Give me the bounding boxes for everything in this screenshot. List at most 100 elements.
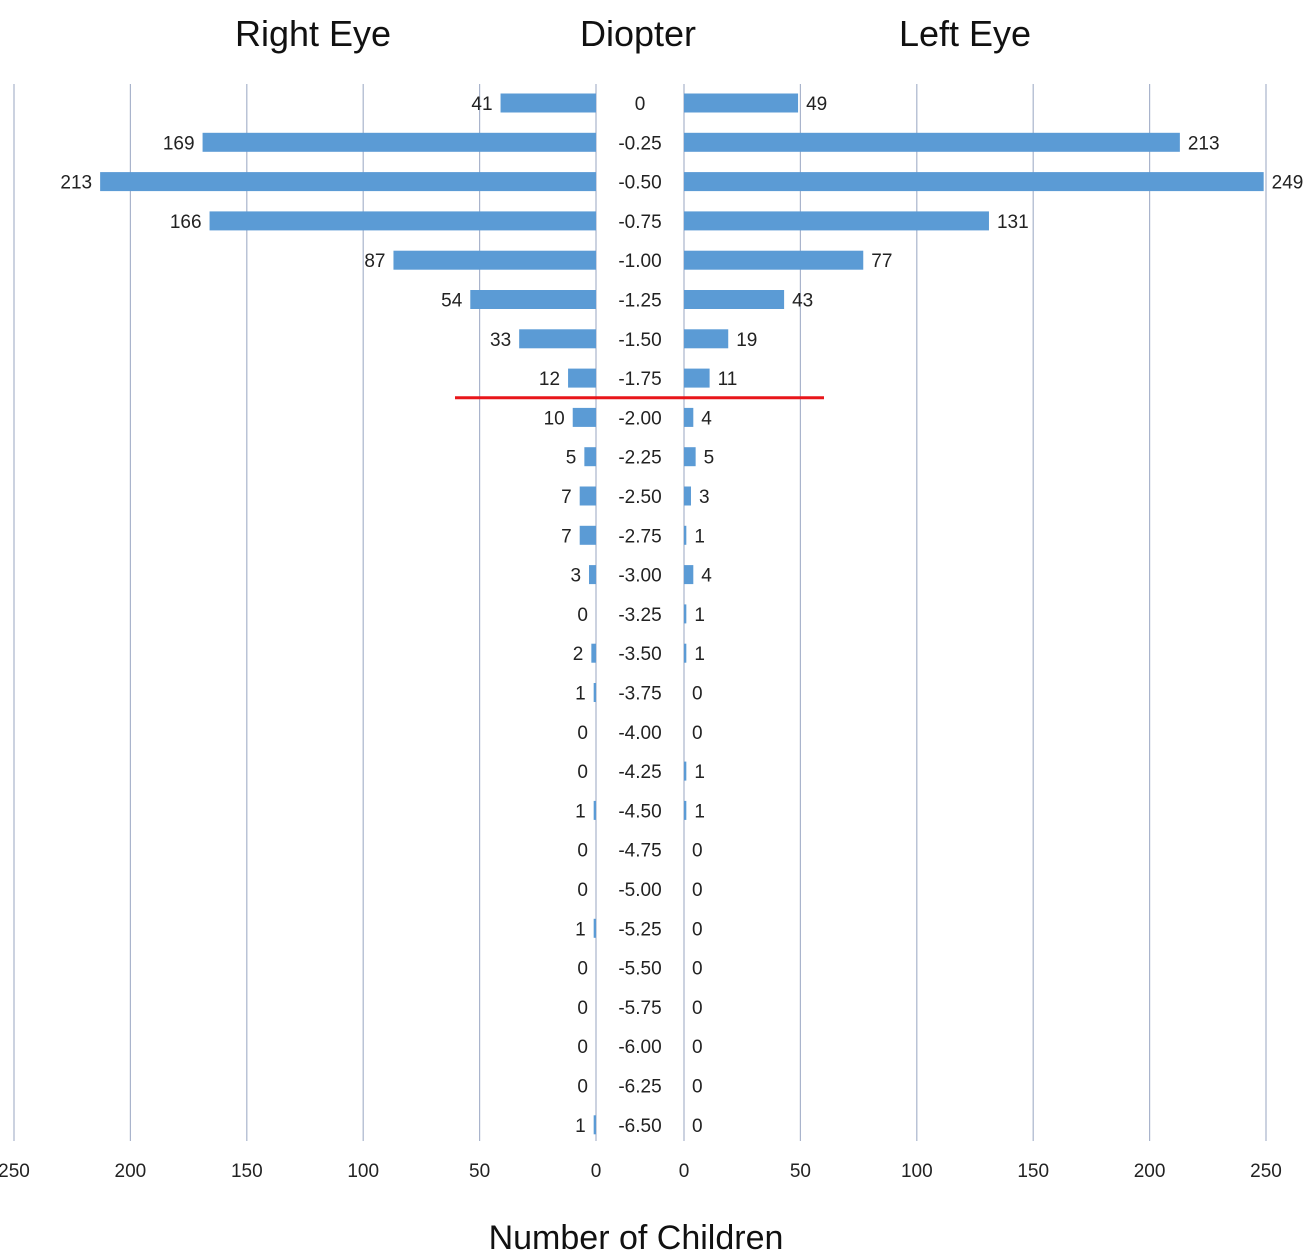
data-label-right-eye: 0 xyxy=(577,841,588,862)
x-tick-label-left: 50 xyxy=(469,1161,490,1182)
diopter-label: -3.00 xyxy=(618,566,661,587)
data-label-right-eye: 1 xyxy=(575,919,586,940)
diopter-label: -1.75 xyxy=(618,369,661,390)
category-labels: 0 -0.25 -0.50 -0.75 -1.00 -1.25 -1.50 -1.75 -2.0… xyxy=(618,94,661,1137)
bar-right-eye xyxy=(202,132,596,152)
diopter-label: -5.00 xyxy=(618,880,661,901)
data-label-right-eye: 0 xyxy=(577,1037,588,1058)
data-label-left-eye: 0 xyxy=(692,998,703,1019)
diopter-label: -0.75 xyxy=(618,212,661,233)
diopter-label: -2.25 xyxy=(618,448,661,469)
data-label-left-eye: 1 xyxy=(694,644,705,665)
data-label-left-eye: 1 xyxy=(694,762,705,783)
x-tick-label-right: 100 xyxy=(901,1161,933,1182)
bar-right-eye xyxy=(584,447,596,467)
bar-right-eye xyxy=(519,329,596,349)
data-label-left-eye: 0 xyxy=(692,959,703,980)
titles: Right Eye Diopter Left Eye Number of Chi… xyxy=(235,13,1031,1256)
diopter-label: -1.25 xyxy=(618,291,661,312)
bar-right-eye xyxy=(572,407,596,427)
bar-left-eye xyxy=(684,211,989,231)
data-label-right-eye: 0 xyxy=(577,605,588,626)
x-tick-label-left: 150 xyxy=(231,1161,263,1182)
data-label-left-eye: 4 xyxy=(701,408,712,429)
x-tick-label-right: 50 xyxy=(790,1161,811,1182)
bar-right-eye xyxy=(393,250,596,270)
data-label-left-eye: 1 xyxy=(694,801,705,822)
diopter-label: -1.00 xyxy=(618,251,661,272)
diopter-label: -1.50 xyxy=(618,330,661,351)
data-label-right-eye: 54 xyxy=(441,291,463,312)
data-label-right-eye: 0 xyxy=(577,998,588,1019)
x-tick-label-right: 200 xyxy=(1134,1161,1166,1182)
x-tick-label-right: 150 xyxy=(1017,1161,1049,1182)
data-label-right-eye: 0 xyxy=(577,723,588,744)
x-tick-label-left: 200 xyxy=(115,1161,147,1182)
data-label-left-eye: 1 xyxy=(694,526,705,547)
data-label-left-eye: 0 xyxy=(692,1116,703,1137)
diopter-label: -5.50 xyxy=(618,959,661,980)
bar-left-eye xyxy=(684,368,710,388)
diopter-label: -2.75 xyxy=(618,526,661,547)
diopter-label: -2.00 xyxy=(618,408,661,429)
diopter-label: -0.25 xyxy=(618,133,661,154)
data-label-right-eye: 1 xyxy=(575,684,586,705)
bar-left-eye xyxy=(684,525,687,545)
x-tick-label-left: 250 xyxy=(0,1161,30,1182)
data-label-right-eye: 2 xyxy=(573,644,584,665)
data-label-left-eye: 43 xyxy=(792,291,813,312)
bar-left-eye xyxy=(684,565,694,585)
data-label-right-eye: 169 xyxy=(163,133,195,154)
diopter-label: -4.75 xyxy=(618,841,661,862)
data-label-right-eye: 33 xyxy=(490,330,511,351)
right-eye-title: Right Eye xyxy=(235,13,391,54)
data-label-right-eye: 5 xyxy=(566,448,577,469)
data-label-left-eye: 77 xyxy=(871,251,892,272)
data-label-left-eye: 3 xyxy=(699,487,710,508)
data-label-right-eye: 0 xyxy=(577,762,588,783)
data-label-left-eye: 249 xyxy=(1272,173,1304,194)
x-tick-label-left: 100 xyxy=(347,1161,379,1182)
data-label-right-eye: 1 xyxy=(575,801,586,822)
diopter-label: -4.50 xyxy=(618,801,661,822)
data-label-right-eye: 3 xyxy=(570,566,581,587)
data-label-left-eye: 11 xyxy=(718,369,738,390)
diopter-label: -5.75 xyxy=(618,998,661,1019)
left-eye-title: Left Eye xyxy=(899,13,1031,54)
data-label-right-eye: 87 xyxy=(364,251,385,272)
x-tick-label-right: 250 xyxy=(1250,1161,1282,1182)
data-label-left-eye: 0 xyxy=(692,1077,703,1098)
bar-right-eye xyxy=(579,525,596,545)
bar-right-eye xyxy=(209,211,596,231)
data-label-right-eye: 7 xyxy=(561,487,572,508)
diopter-label: -6.00 xyxy=(618,1037,661,1058)
bar-left-eye xyxy=(684,604,687,624)
bar-left-eye xyxy=(684,407,694,427)
data-label-right-eye: 10 xyxy=(544,408,565,429)
data-label-right-eye: 0 xyxy=(577,1077,588,1098)
x-axis-title: Number of Children xyxy=(489,1219,784,1256)
bar-left-eye xyxy=(684,93,799,113)
data-label-right-eye: 166 xyxy=(170,212,202,233)
bar-left-eye xyxy=(684,250,864,270)
data-label-right-eye: 7 xyxy=(561,526,572,547)
bar-left-eye xyxy=(684,447,696,467)
bar-right-eye xyxy=(593,800,596,820)
bar-right-eye xyxy=(500,93,596,113)
bar-left-eye xyxy=(684,761,687,781)
data-label-left-eye: 0 xyxy=(692,1037,703,1058)
data-label-right-eye: 0 xyxy=(577,880,588,901)
diopter-label: -3.25 xyxy=(618,605,661,626)
data-label-right-eye: 12 xyxy=(539,369,560,390)
data-label-left-eye: 49 xyxy=(806,94,827,115)
data-label-left-eye: 0 xyxy=(692,919,703,940)
data-label-left-eye: 0 xyxy=(692,841,703,862)
data-label-left-eye: 131 xyxy=(997,212,1029,233)
diopter-title: Diopter xyxy=(580,13,696,54)
data-label-right-eye: 1 xyxy=(575,1116,586,1137)
bar-left-eye xyxy=(684,643,687,663)
diopter-label: -2.50 xyxy=(618,487,661,508)
bar-left-eye xyxy=(684,329,729,349)
diopter-label: -4.00 xyxy=(618,723,661,744)
